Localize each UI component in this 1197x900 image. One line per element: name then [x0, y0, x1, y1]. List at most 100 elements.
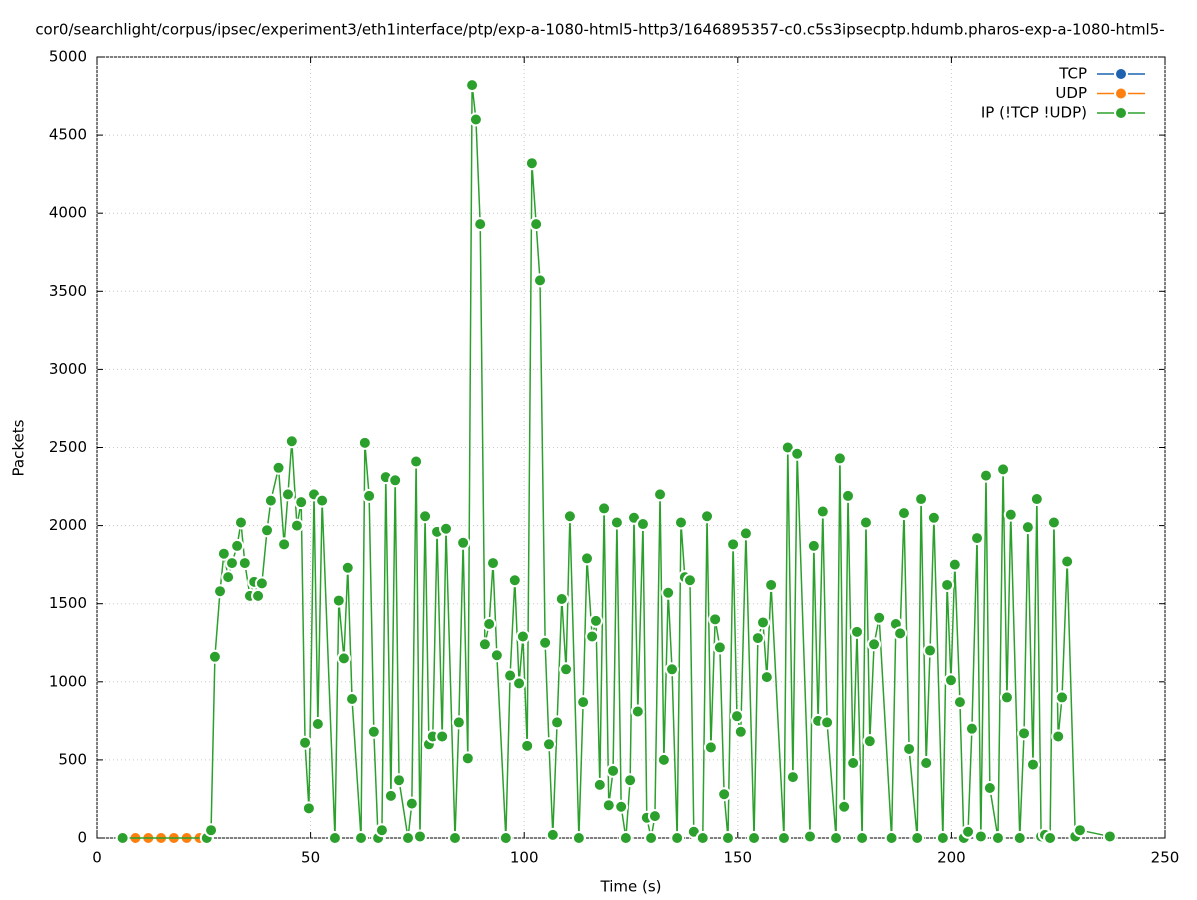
- y-tick-label: 3000: [49, 360, 87, 378]
- data-point: [729, 709, 744, 724]
- data-point: [849, 624, 864, 639]
- data-point: [802, 829, 817, 844]
- data-point: [990, 831, 1005, 845]
- data-point: [204, 823, 219, 838]
- data-point: [947, 557, 962, 572]
- data-point: [759, 670, 774, 685]
- data-point: [614, 799, 629, 814]
- data-point: [503, 668, 518, 683]
- data-point: [665, 662, 680, 677]
- data-point: [893, 626, 908, 641]
- y-tick-label: 1000: [49, 672, 87, 690]
- data-point: [374, 823, 389, 838]
- data-point: [820, 715, 835, 730]
- y-tick-label: 3500: [49, 282, 87, 300]
- data-point: [952, 695, 967, 710]
- data-point: [477, 637, 492, 652]
- data-point: [418, 509, 433, 524]
- data-point: [750, 631, 765, 646]
- data-point: [756, 615, 771, 630]
- data-point: [336, 651, 351, 666]
- data-point: [401, 831, 416, 845]
- data-point: [695, 831, 710, 845]
- data-point: [251, 588, 266, 603]
- data-point: [207, 649, 222, 664]
- data-point: [940, 577, 955, 592]
- data-point: [717, 787, 732, 802]
- chart-title: cor0/searchlight/corpus/ipsec/experiment…: [35, 21, 1164, 39]
- data-point: [533, 273, 548, 288]
- data-point: [914, 492, 929, 507]
- data-point: [1055, 690, 1070, 705]
- data-point: [1012, 831, 1027, 845]
- legend-label: UDP: [1055, 84, 1087, 102]
- data-point: [785, 770, 800, 785]
- data-point: [515, 629, 530, 644]
- data-point: [855, 831, 870, 845]
- data-point: [362, 488, 377, 503]
- data-point: [366, 724, 381, 739]
- data-point: [260, 523, 275, 538]
- data-point: [682, 573, 697, 588]
- data-point: [867, 637, 882, 652]
- data-point: [315, 493, 330, 508]
- data-point: [720, 831, 735, 845]
- data-point: [712, 640, 727, 655]
- x-tick-label: 100: [510, 849, 539, 867]
- legend-label: IP (!TCP !UDP): [981, 104, 1087, 122]
- data-point: [383, 788, 398, 803]
- data-point: [1060, 554, 1075, 569]
- data-point: [623, 773, 638, 788]
- data-point: [726, 537, 741, 552]
- data-point: [115, 831, 130, 845]
- data-point: [935, 831, 950, 845]
- data-point: [943, 673, 958, 688]
- data-point: [747, 831, 762, 845]
- data-point: [447, 831, 462, 845]
- data-point: [507, 573, 522, 588]
- data-point: [588, 613, 603, 628]
- data-point: [1003, 507, 1018, 522]
- data-point: [473, 217, 488, 232]
- data-point: [271, 460, 286, 475]
- data-point: [237, 556, 252, 571]
- data-point: [254, 576, 269, 591]
- data-point: [559, 662, 574, 677]
- data-point: [776, 831, 791, 845]
- data-point: [585, 629, 600, 644]
- data-point: [221, 570, 236, 585]
- data-point: [1043, 831, 1058, 845]
- data-point: [919, 756, 934, 771]
- data-point: [489, 648, 504, 663]
- data-point: [910, 831, 925, 845]
- y-tick-label: 5000: [49, 48, 87, 66]
- x-tick-label: 200: [937, 849, 966, 867]
- data-point: [700, 509, 715, 524]
- data-point: [345, 691, 360, 706]
- x-tick-label: 150: [723, 849, 752, 867]
- data-point: [902, 741, 917, 756]
- data-point: [576, 695, 591, 710]
- data-point: [790, 446, 805, 461]
- data-point: [630, 704, 645, 719]
- data-point: [1046, 515, 1061, 530]
- x-axis-label: Time (s): [600, 878, 662, 896]
- data-point: [263, 493, 278, 508]
- data-point: [486, 556, 501, 571]
- data-point: [656, 752, 671, 767]
- data-point: [512, 676, 527, 691]
- data-point: [926, 510, 941, 525]
- data-point: [653, 487, 668, 502]
- data-point: [1051, 729, 1066, 744]
- data-point: [1017, 726, 1032, 741]
- data-point: [841, 488, 856, 503]
- data-point: [884, 831, 899, 845]
- data-point: [571, 831, 586, 845]
- data-point: [498, 831, 513, 845]
- data-point: [738, 526, 753, 541]
- data-point: [340, 560, 355, 575]
- data-point: [456, 535, 471, 550]
- data-point: [733, 724, 748, 739]
